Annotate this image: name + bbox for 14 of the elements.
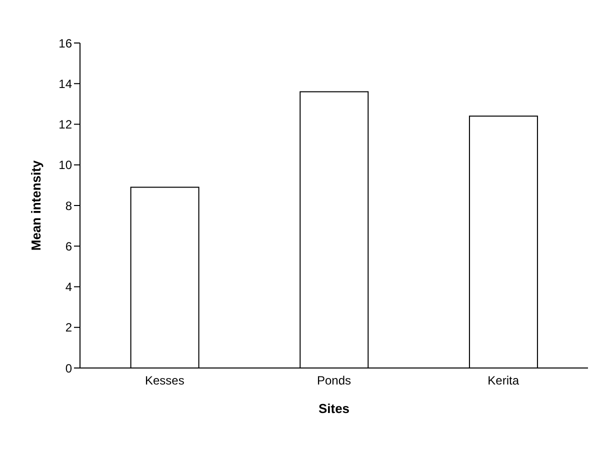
y-tick-label: 4 — [65, 280, 72, 294]
y-tick-label: 10 — [58, 158, 72, 172]
y-tick-label: 8 — [65, 198, 72, 213]
y-tick-label: 14 — [58, 76, 72, 91]
y-tick-label: 16 — [58, 36, 72, 50]
y-tick-label: 0 — [65, 361, 72, 376]
y-tick-label: 2 — [65, 320, 72, 335]
x-tick-label: Ponds — [316, 374, 352, 388]
y-axis-title: Mean intensity — [28, 160, 44, 251]
x-tick-label: Kerita — [488, 374, 520, 388]
x-tick-label: Kesses — [144, 374, 184, 388]
x-axis-title: Sites — [318, 401, 350, 416]
y-tick-label: 12 — [58, 118, 72, 132]
y-tick-label: 6 — [65, 239, 72, 254]
